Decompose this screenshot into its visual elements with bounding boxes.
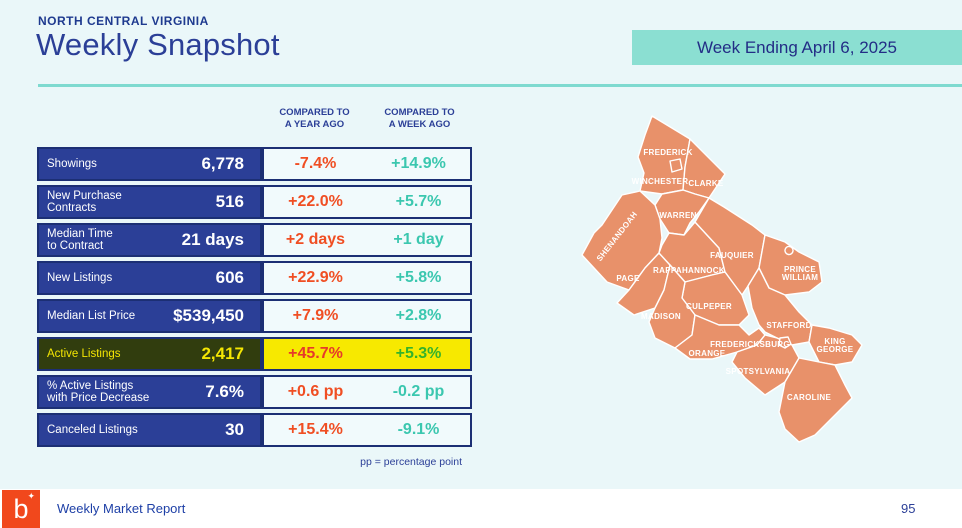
footer-report-label: Weekly Market Report bbox=[57, 501, 186, 516]
metric-cell: Median List Price $539,450 bbox=[37, 299, 262, 333]
metric-value: 21 days bbox=[181, 230, 244, 249]
table-row-median-time-to-contract: Median Time to Contract 21 days +2 days … bbox=[37, 223, 472, 257]
metric-cell: Active Listings 2,417 bbox=[37, 337, 262, 371]
table-row-active-listings: Active Listings 2,417 +45.7% +5.3% bbox=[37, 337, 472, 371]
metric-cell: % Active Listings with Price Decrease 7.… bbox=[37, 375, 262, 409]
county-shape-shenandoah bbox=[581, 190, 663, 291]
county-shape-orange bbox=[674, 314, 766, 360]
metric-value: $539,450 bbox=[173, 306, 244, 325]
county-label-stafford: STAFFORD bbox=[766, 321, 811, 330]
snapshot-table: Showings 6,778 -7.4% +14.9% New Purchase… bbox=[37, 147, 472, 447]
county-label-clarke: CLARKE bbox=[688, 179, 723, 188]
table-row-pct-active-price-decrease: % Active Listings with Price Decrease 7.… bbox=[37, 375, 472, 409]
year-change: +22.0% bbox=[288, 193, 343, 210]
metric-label: Median List Price bbox=[47, 309, 136, 322]
metric-cell: Median Time to Contract 21 days bbox=[37, 223, 262, 257]
county-label-winchester: WINCHESTER bbox=[632, 177, 689, 186]
metric-cell: New Purchase Contracts 516 bbox=[37, 185, 262, 219]
metric-label: Median Time to Contract bbox=[47, 227, 113, 253]
county-label-orange: ORANGE bbox=[689, 349, 726, 358]
table-row-new-purchase-contracts: New Purchase Contracts 516 +22.0% +5.7% bbox=[37, 185, 472, 219]
year-change: +0.6 pp bbox=[287, 383, 344, 400]
county-label-frederick: FREDERICK bbox=[643, 148, 692, 157]
year-change: +15.4% bbox=[288, 421, 343, 438]
change-cell: +45.7% +5.3% bbox=[262, 337, 472, 371]
col-header-week-ago: COMPARED TO A WEEK AGO bbox=[384, 107, 455, 130]
week-change: +5.3% bbox=[395, 345, 442, 362]
metric-value: 516 bbox=[215, 192, 244, 211]
change-cell: +15.4% -9.1% bbox=[262, 413, 472, 447]
change-cell: +22.9% +5.8% bbox=[262, 261, 472, 295]
region-map-container: FREDERICK WINCHESTER CLARKE WARREN SHENANDOA… bbox=[552, 95, 962, 475]
county-label-king-george: KING GEORGE bbox=[817, 337, 854, 354]
metric-label: % Active Listings with Price Decrease bbox=[47, 379, 150, 405]
county-label-warren: WARREN bbox=[659, 211, 696, 220]
metric-cell: Canceled Listings 30 bbox=[37, 413, 262, 447]
metric-value: 2,417 bbox=[201, 344, 244, 363]
county-label-prince-william: PRINCE WILLIAM bbox=[782, 265, 818, 282]
metric-label: Active Listings bbox=[47, 347, 121, 360]
table-row-canceled-listings: Canceled Listings 30 +15.4% -9.1% bbox=[37, 413, 472, 447]
table-row-median-list-price: Median List Price $539,450 +7.9% +2.8% bbox=[37, 299, 472, 333]
week-change: -9.1% bbox=[397, 421, 440, 438]
week-change: +5.8% bbox=[395, 269, 442, 286]
change-cell: +2 days +1 day bbox=[262, 223, 472, 257]
change-cell: +7.9% +2.8% bbox=[262, 299, 472, 333]
county-shape-caroline bbox=[778, 357, 853, 443]
table-row-showings: Showings 6,778 -7.4% +14.9% bbox=[37, 147, 472, 181]
week-change: -0.2 pp bbox=[392, 383, 445, 400]
logo-star-icon: ✦ bbox=[27, 491, 35, 501]
metric-value: 606 bbox=[215, 268, 244, 287]
pp-footnote: pp = percentage point bbox=[360, 456, 462, 468]
change-cell: -7.4% +14.9% bbox=[262, 147, 472, 181]
year-change: -7.4% bbox=[294, 155, 337, 172]
metric-cell: Showings 6,778 bbox=[37, 147, 262, 181]
county-label-spotsylvania: SPOTSYLVANIA bbox=[726, 367, 791, 376]
logo-letter: b bbox=[13, 494, 29, 524]
week-change: +2.8% bbox=[395, 307, 442, 324]
county-label-page: PAGE bbox=[616, 274, 640, 283]
year-change: +22.9% bbox=[288, 269, 343, 286]
table-row-new-listings: New Listings 606 +22.9% +5.8% bbox=[37, 261, 472, 295]
metric-label: Canceled Listings bbox=[47, 423, 138, 436]
metric-label: New Purchase Contracts bbox=[47, 189, 122, 215]
col-header-year-ago: COMPARED TO A YEAR AGO bbox=[279, 107, 350, 130]
footer-page-number: 95 bbox=[901, 501, 916, 516]
county-label-fredericksburg: FREDERICKSBURG bbox=[710, 340, 790, 349]
county-label-rappahannock: RAPPAHANNOCK bbox=[653, 266, 725, 275]
page-title: Weekly Snapshot bbox=[36, 27, 280, 62]
change-cell: +0.6 pp -0.2 pp bbox=[262, 375, 472, 409]
week-change: +14.9% bbox=[391, 155, 446, 172]
county-label-caroline: CAROLINE bbox=[787, 393, 832, 402]
week-change: +5.7% bbox=[395, 193, 442, 210]
footer-bar: b ✦ Weekly Market Report 95 bbox=[0, 489, 962, 528]
county-shape-fredericksburg bbox=[778, 336, 792, 349]
metric-label: Showings bbox=[47, 157, 97, 170]
brightmls-logo-icon: b ✦ bbox=[2, 490, 40, 528]
metric-cell: New Listings 606 bbox=[37, 261, 262, 295]
week-change: +1 day bbox=[393, 231, 444, 248]
week-ending-badge: Week Ending April 6, 2025 bbox=[632, 30, 962, 65]
metric-label: New Listings bbox=[47, 271, 113, 284]
county-label-fauquier: FAUQUIER bbox=[710, 251, 754, 260]
county-shape-winchester bbox=[669, 158, 683, 173]
manassas-enclave bbox=[784, 245, 794, 256]
year-change: +45.7% bbox=[288, 345, 343, 362]
change-cell: +22.0% +5.7% bbox=[262, 185, 472, 219]
metric-value: 7.6% bbox=[205, 382, 244, 401]
header-divider bbox=[38, 84, 962, 87]
metric-value: 6,778 bbox=[201, 154, 244, 173]
county-label-madison: MADISON bbox=[641, 312, 681, 321]
year-change: +7.9% bbox=[292, 307, 339, 324]
year-change: +2 days bbox=[285, 231, 346, 248]
metric-value: 30 bbox=[225, 420, 244, 439]
region-label: NORTH CENTRAL VIRGINIA bbox=[38, 14, 209, 28]
week-ending-text: Week Ending April 6, 2025 bbox=[696, 37, 898, 57]
county-label-culpeper: CULPEPER bbox=[686, 302, 732, 311]
